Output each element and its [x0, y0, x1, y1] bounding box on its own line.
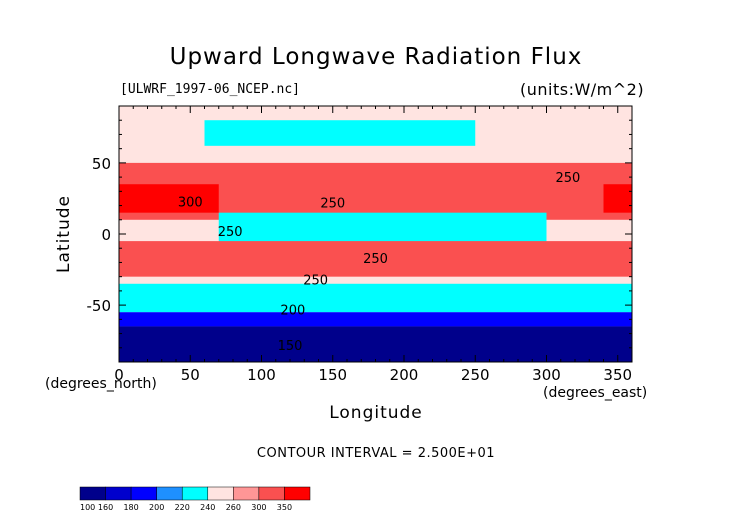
units-label: (units:W/m^2) — [520, 80, 645, 99]
y-tick-label: 0 — [101, 226, 111, 244]
colorbar-swatch — [130, 486, 157, 501]
x-tick-label: 0 — [114, 366, 124, 384]
x-axis-unit: (degrees_east) — [543, 385, 648, 401]
dataset-filename: [ULWRF_1997-06_NCEP.nc] — [120, 82, 301, 97]
colorbar-swatch — [105, 486, 132, 501]
contour-label: 250 — [320, 197, 345, 212]
region-arctic-cold-patches — [204, 120, 476, 146]
colorbar-tick-label: 180 — [123, 503, 138, 512]
x-tick-label: 350 — [603, 366, 632, 384]
x-axis-label: Longitude — [329, 403, 423, 423]
x-tick-label: 200 — [390, 366, 419, 384]
colorbar-tick-label: 240 — [200, 503, 215, 512]
x-tick-label: 50 — [181, 366, 200, 384]
colorbar-swatch — [181, 486, 209, 501]
contour-label: 250 — [555, 171, 580, 186]
contour-label: 250 — [218, 225, 243, 240]
plot-area — [119, 106, 632, 362]
colorbar: 100 160 180 200 220 240 260 300 350 — [79, 486, 311, 512]
region-southern-cold-band — [119, 312, 632, 327]
contour-interval: CONTOUR INTERVAL = 2.500E+01 — [256, 446, 496, 461]
contour-label: 250 — [363, 252, 388, 267]
region-eastern-hot-core — [603, 184, 632, 213]
y-tick-label: -50 — [87, 297, 112, 315]
plot-marks: 300 250 250 250 250 250 200 150 — [178, 171, 580, 354]
chart-title: Upward Longwave Radiation Flux — [169, 44, 583, 70]
y-axis-unit: (degrees_north) — [45, 376, 157, 392]
colorbar-tick-label: 160 — [98, 503, 113, 512]
colorbar-swatch — [233, 486, 260, 501]
x-tick-label: 100 — [247, 366, 276, 384]
contour-label: 150 — [278, 339, 303, 354]
x-tick-label: 150 — [318, 366, 347, 384]
colorbar-swatch — [258, 486, 285, 501]
region-southern-subtropical-warm-band — [119, 241, 632, 277]
colorbar-tick-label: 100 — [80, 503, 95, 512]
colorbar-tick-label: 260 — [226, 503, 241, 512]
colorbar-tick-label: 220 — [175, 503, 190, 512]
colorbar-swatch — [284, 486, 311, 501]
region-southern-mid-latitude-cool-band — [119, 283, 632, 313]
x-tick-label: 300 — [532, 366, 561, 384]
region-northern-hot-desert-core — [119, 184, 219, 213]
colorbar-tick-label: 350 — [277, 503, 292, 512]
region-antarctic — [119, 326, 632, 362]
colorbar-tick-label: 300 — [251, 503, 266, 512]
y-tick-label: 50 — [92, 155, 111, 173]
colorbar-swatch — [79, 486, 106, 501]
x-tick-label: 250 — [461, 366, 490, 384]
contour-label: 300 — [178, 195, 203, 210]
colorbar-swatch — [207, 486, 234, 501]
colorbar-tick-label: 200 — [149, 503, 164, 512]
colorbar-swatch — [156, 486, 183, 501]
contour-label: 200 — [280, 303, 305, 318]
contour-label: 250 — [303, 274, 328, 289]
